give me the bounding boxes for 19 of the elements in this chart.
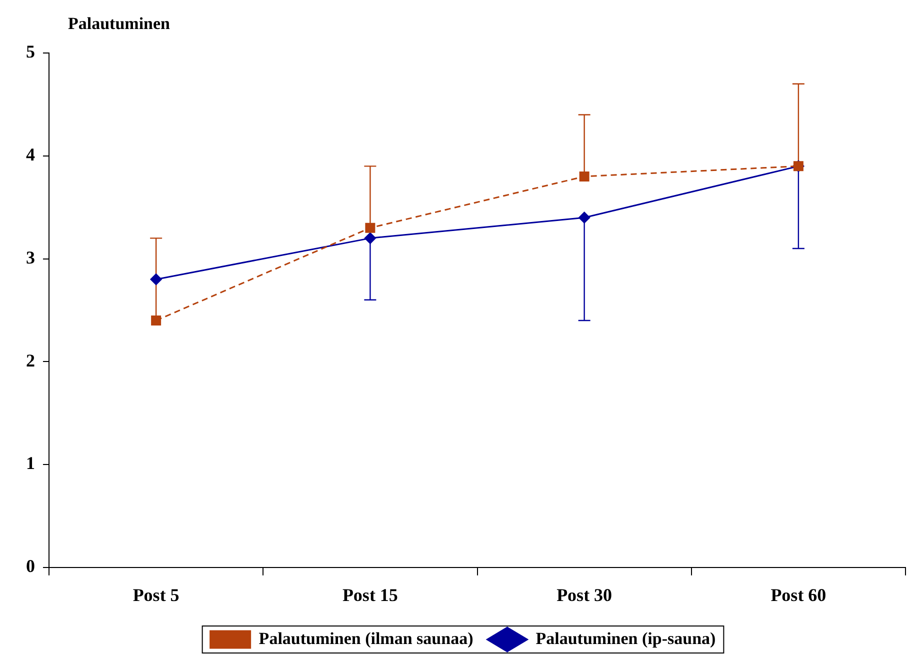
x-tick-label: Post 30 [556,584,612,605]
legend-label: Palautuminen (ilman saunaa) [258,628,474,648]
y-tick-label: 4 [26,144,35,165]
y-tick-label: 0 [26,556,35,576]
point [579,171,590,182]
x-tick-label: Post 60 [770,584,826,605]
point [365,222,376,233]
point [151,315,162,326]
y-tick-label: 2 [26,350,35,370]
y-axis-title: Palautuminen [68,14,171,33]
legend-label: Palautuminen (ip-sauna) [536,628,716,648]
x-tick-label: Post 5 [132,584,180,605]
y-tick-label: 1 [26,453,35,474]
y-tick-label: 3 [26,247,35,268]
y-tick-label: 5 [26,42,35,62]
point [150,274,162,286]
point [578,212,590,224]
point [364,232,376,244]
x-tick-label: Post 15 [342,584,398,605]
